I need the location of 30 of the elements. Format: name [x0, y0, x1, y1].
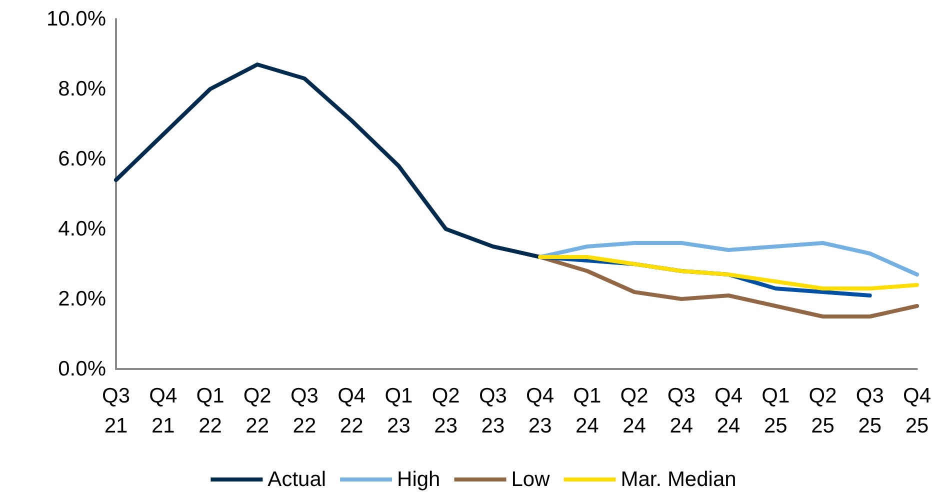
y-tick-label: 6.0% [58, 148, 106, 170]
x-tick-label: Q2 25 [808, 384, 837, 438]
x-tick-label: Q4 22 [338, 384, 366, 438]
x-tick-label: Q2 23 [432, 384, 460, 438]
x-tick-label: Q3 22 [290, 384, 318, 438]
y-tick-label: 4.0% [58, 218, 106, 240]
x-tick-label: Q1 24 [573, 384, 602, 438]
y-tick-label: 0.0% [58, 358, 106, 380]
y-tick-label: 8.0% [58, 78, 106, 100]
x-tick-label: Q1 22 [196, 384, 224, 438]
legend-label: Actual [268, 468, 326, 491]
line-series [538, 255, 919, 290]
x-tick-label: Q3 23 [478, 384, 507, 438]
legend-label: Low [511, 468, 551, 491]
x-tick-label: Q4 21 [149, 384, 178, 438]
x-tick-label: Q1 25 [762, 384, 790, 438]
x-tick-label: Q2 24 [620, 384, 648, 438]
x-tick-label: Q3 24 [667, 384, 696, 438]
x-tick-label: Q4 23 [526, 384, 554, 438]
x-tick-label: Q3 21 [102, 384, 130, 438]
x-tick-label: Q1 23 [384, 384, 413, 438]
y-tick-label: 2.0% [58, 288, 106, 310]
legend-label: High [397, 468, 440, 491]
y-tick-label: 10.0% [46, 8, 106, 30]
x-tick-label: Q4 24 [714, 384, 743, 438]
legend-label: Mar. Median [620, 468, 736, 491]
x-tick-label: Q2 22 [243, 384, 272, 438]
line-series [538, 241, 919, 276]
x-tick-label: Q4 25 [902, 384, 932, 438]
x-tick-label: Q3 25 [856, 384, 884, 438]
